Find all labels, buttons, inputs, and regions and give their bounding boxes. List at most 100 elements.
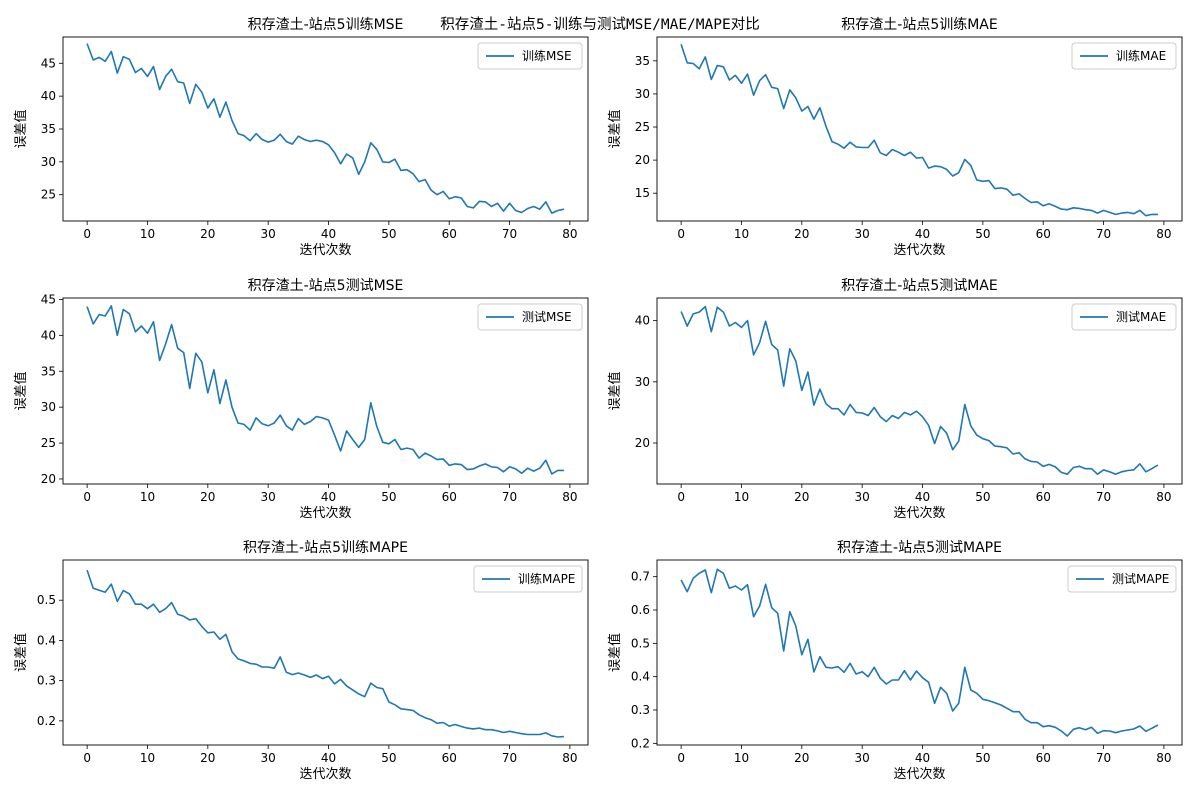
subplot-6: 积存渣土-站点5测试MAPE 0 10 20 30 40 50 60 70 80 0.2 0.3 0.4… — [607, 540, 1183, 782]
y-tick-label: 35 — [635, 54, 650, 68]
x-tick-label: 10 — [734, 490, 749, 504]
y-tick-label: 40 — [635, 314, 650, 328]
x-axis-label: 迭代次数 — [893, 505, 945, 521]
x-tick-label: 40 — [321, 751, 336, 765]
y-tick-label: 0.4 — [37, 633, 56, 647]
figure-suptitle: 积存渣土-站点5-训练与测试MSE/MAE/MAPE对比 — [440, 17, 760, 33]
series-line — [680, 44, 1158, 217]
x-tick-label: 30 — [261, 227, 276, 241]
x-tick-label: 10 — [140, 227, 155, 241]
legend: 测试MAE — [1071, 303, 1177, 331]
y-axis-label: 误差值 — [607, 633, 623, 672]
series-points — [680, 568, 1159, 737]
x-tick-label: 80 — [1156, 227, 1171, 241]
x-tick-label: 50 — [975, 227, 990, 241]
y-axis-label: 误差值 — [607, 109, 623, 148]
series-line — [680, 568, 1159, 737]
legend-label: 训练MAPE — [518, 571, 575, 586]
y-tick-label: 0.7 — [631, 570, 650, 584]
legend: 测试MSE — [477, 303, 583, 331]
y-tick-label: 30 — [41, 155, 56, 169]
y-tick-label: 0.3 — [37, 674, 56, 688]
x-tick-label: 40 — [915, 751, 930, 765]
series-points — [86, 569, 565, 738]
legend-box — [473, 565, 583, 593]
x-tick-label: 60 — [1036, 490, 1051, 504]
x-tick-label: 80 — [1156, 751, 1171, 765]
x-tick-label: 50 — [975, 751, 990, 765]
x-tick-label: 10 — [140, 490, 155, 504]
x-tick-label: 10 — [140, 751, 155, 765]
x-tick-label: 0 — [677, 490, 685, 504]
x-tick-label: 50 — [381, 751, 396, 765]
legend-box — [1067, 565, 1177, 593]
y-axis-label: 误差值 — [13, 109, 29, 148]
x-tick-label: 20 — [794, 751, 809, 765]
x-tick-label: 80 — [562, 490, 577, 504]
legend: 训练MAE — [1071, 42, 1177, 70]
x-tick-label: 80 — [1156, 490, 1171, 504]
y-tick-label: 40 — [41, 89, 56, 103]
y-tick-label: 0.4 — [631, 670, 650, 684]
y-tick-label: 0.6 — [631, 603, 650, 617]
subplot-title: 积存渣土-站点5测试MSE — [248, 278, 404, 294]
legend-label: 训练MAE — [1116, 48, 1166, 63]
x-tick-label: 50 — [975, 490, 990, 504]
x-tick-label: 40 — [915, 227, 930, 241]
x-tick-label: 60 — [442, 227, 457, 241]
legend: 训练MAPE — [473, 565, 583, 593]
legend-box — [1071, 42, 1177, 70]
legend-label: 训练MSE — [522, 48, 572, 63]
y-tick-label: 25 — [41, 436, 56, 450]
y-tick-label: 20 — [41, 472, 56, 486]
x-axis-label: 迭代次数 — [299, 766, 351, 782]
y-tick-label: 30 — [41, 400, 56, 414]
x-tick-label: 50 — [381, 490, 396, 504]
x-tick-label: 70 — [502, 751, 517, 765]
x-tick-label: 20 — [794, 490, 809, 504]
axes-frame — [656, 36, 1183, 222]
y-axis-label: 误差值 — [13, 371, 29, 410]
subplot-title: 积存渣土-站点5训练MAPE — [243, 540, 408, 556]
y-axis-label: 误差值 — [607, 371, 623, 410]
x-tick-label: 80 — [562, 751, 577, 765]
x-tick-label: 60 — [1036, 751, 1051, 765]
x-tick-label: 60 — [442, 751, 457, 765]
series-line — [86, 305, 564, 475]
axes-frame — [656, 559, 1183, 746]
y-tick-label: 35 — [41, 122, 56, 136]
x-tick-label: 70 — [502, 490, 517, 504]
y-tick-label: 0.5 — [37, 593, 56, 607]
y-tick-label: 15 — [635, 186, 650, 200]
y-tick-label: 0.2 — [631, 736, 650, 750]
y-tick-label: 40 — [41, 328, 56, 342]
series-line — [86, 43, 565, 214]
y-tick-label: 20 — [635, 436, 650, 450]
legend-box — [477, 303, 583, 331]
x-tick-label: 50 — [381, 227, 396, 241]
x-tick-label: 30 — [261, 490, 276, 504]
x-tick-label: 20 — [200, 227, 215, 241]
x-tick-label: 0 — [677, 751, 685, 765]
y-axis-label: 误差值 — [13, 633, 29, 672]
y-tick-label: 45 — [41, 292, 56, 306]
x-tick-label: 0 — [83, 227, 91, 241]
legend-label: 测试MAE — [1116, 309, 1166, 324]
subplot-3: 积存渣土-站点5测试MSE 0 10 20 30 40 50 60 70 80 20 25 30 35 40… — [13, 278, 589, 521]
x-tick-label: 20 — [794, 227, 809, 241]
x-tick-label: 20 — [200, 751, 215, 765]
axes-frame — [62, 297, 589, 485]
x-axis-label: 迭代次数 — [299, 505, 351, 521]
x-tick-label: 70 — [1096, 751, 1111, 765]
x-tick-label: 60 — [442, 490, 457, 504]
x-tick-label: 10 — [734, 751, 749, 765]
y-tick-label: 35 — [41, 364, 56, 378]
x-axis-label: 迭代次数 — [893, 766, 945, 782]
y-tick-label: 45 — [41, 56, 56, 70]
subplot-title: 积存渣土-站点5测试MAPE — [837, 540, 1002, 556]
y-tick-label: 25 — [41, 188, 56, 202]
x-tick-label: 40 — [321, 490, 336, 504]
subplot-title: 积存渣土-站点5训练MSE — [248, 17, 404, 33]
